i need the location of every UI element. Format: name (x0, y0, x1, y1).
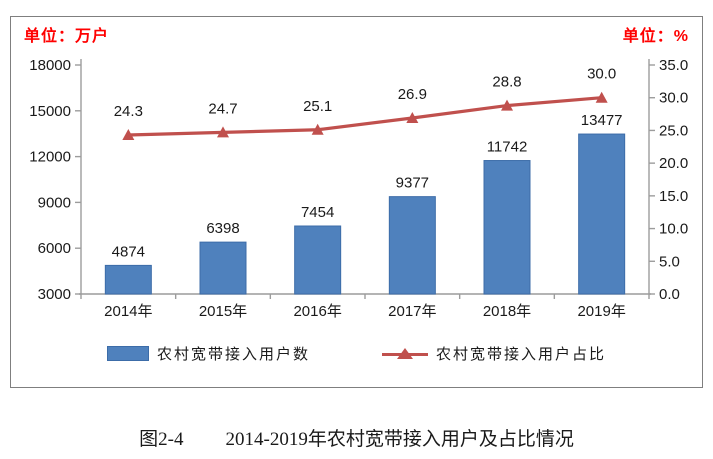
bar-value-label: 4874 (112, 243, 145, 260)
legend-item-line-series: 农村宽带接入用户占比 (382, 343, 606, 364)
combo-bar-line-chart: 3000 6000 9000 12000 15000 18000 0.0 5.0 10.0 15.… (29, 57, 688, 320)
bar-value-label: 9377 (396, 175, 429, 192)
legend-item-bar-series: 农村宽带接入用户数 (106, 343, 310, 364)
right-axis-tick-label: 35.0 (659, 57, 688, 74)
right-axis-tick-label: 10.0 (659, 221, 688, 238)
line-value-label: 28.8 (492, 74, 521, 91)
line-value-label: 25.1 (303, 98, 332, 115)
line-marker-triangle (217, 126, 229, 138)
legend-line-label: 农村宽带接入用户占比 (436, 346, 607, 363)
chart-frame: 单位：万户 单位：% 3000 6000 9000 12000 15000 18000 0.… (10, 16, 703, 388)
bar (199, 241, 247, 295)
bar (294, 225, 342, 295)
line-value-label: 26.9 (398, 86, 427, 103)
left-axis-tick-label: 3000 (38, 286, 71, 303)
line-value-label: 24.7 (208, 100, 237, 117)
line-marker-triangle (595, 91, 608, 103)
bar (104, 264, 152, 295)
bar (388, 196, 436, 295)
bar (578, 133, 626, 295)
line-marker-triangle (311, 123, 324, 135)
right-axis-tick-label: 30.0 (659, 90, 688, 107)
x-axis-category-label: 2014年 (104, 303, 152, 320)
line-series (128, 96, 602, 137)
x-axis-category-label: 2019年 (577, 303, 625, 320)
right-axis-tick-label: 5.0 (659, 253, 680, 270)
bar-value-label: 6398 (206, 220, 239, 237)
legend-line-marker-icon (382, 347, 428, 360)
line-value-label: 30.0 (587, 66, 616, 83)
legend-bar-swatch-icon (106, 346, 149, 361)
right-axis-tick-label: 0.0 (659, 286, 680, 303)
x-axis-category-label: 2017年 (388, 303, 436, 320)
figure-number: 图2-4 (139, 429, 184, 450)
left-axis-unit-label: 单位：万户 (24, 28, 110, 45)
bar-value-label: 7454 (301, 204, 334, 221)
line-marker-triangle (501, 99, 513, 111)
bar-value-label: 11742 (487, 139, 528, 156)
right-axis-unit-label: 单位：% (622, 28, 689, 45)
line-value-label: 24.3 (114, 103, 143, 120)
right-axis-tick-label: 15.0 (659, 188, 688, 205)
right-axis-tick-label: 25.0 (659, 122, 688, 139)
left-axis-tick-label: 12000 (29, 149, 71, 166)
left-axis-tick-label: 15000 (29, 103, 71, 120)
left-axis-tick-label: 9000 (38, 194, 71, 211)
bar (483, 160, 531, 295)
x-axis-category-label: 2016年 (293, 303, 341, 320)
figure-title: 2014-2019年农村宽带接入用户及占比情况 (225, 429, 574, 450)
bar-value-label: 13477 (581, 112, 623, 129)
left-axis-tick-label: 6000 (38, 240, 71, 257)
legend: 农村宽带接入用户数 农村宽带接入用户占比 (11, 343, 702, 364)
x-axis-category-label: 2018年 (483, 303, 531, 320)
figure-caption: 图2-4 2014-2019年农村宽带接入用户及占比情况 (0, 424, 713, 451)
x-axis-category-label: 2015年 (199, 303, 247, 320)
left-axis-tick-label: 18000 (29, 57, 71, 74)
line-marker-triangle (406, 111, 419, 123)
line-marker-triangle (122, 129, 135, 141)
legend-bar-label: 农村宽带接入用户数 (156, 346, 310, 363)
right-axis-tick-label: 20.0 (659, 155, 688, 172)
